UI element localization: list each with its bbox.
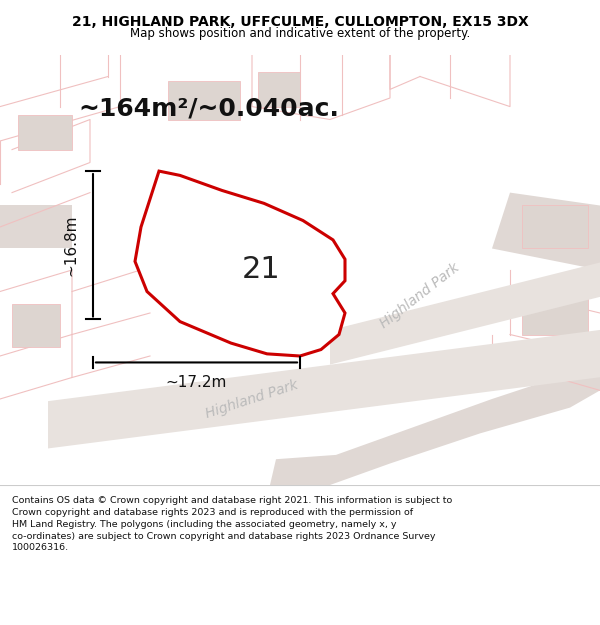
Text: ~164m²/~0.040ac.: ~164m²/~0.040ac.	[78, 97, 339, 121]
Polygon shape	[270, 364, 600, 485]
Polygon shape	[12, 304, 60, 348]
Polygon shape	[492, 192, 600, 270]
Text: ~17.2m: ~17.2m	[166, 376, 227, 391]
Polygon shape	[522, 291, 588, 334]
Text: Highland Park: Highland Park	[377, 261, 463, 331]
Text: 21: 21	[242, 256, 280, 284]
Polygon shape	[0, 206, 72, 249]
Text: ~16.8m: ~16.8m	[63, 214, 78, 276]
Polygon shape	[330, 262, 600, 364]
Text: 21, HIGHLAND PARK, UFFCULME, CULLOMPTON, EX15 3DX: 21, HIGHLAND PARK, UFFCULME, CULLOMPTON,…	[71, 16, 529, 29]
Polygon shape	[168, 81, 240, 119]
Polygon shape	[258, 72, 300, 107]
Polygon shape	[48, 330, 600, 449]
Text: Contains OS data © Crown copyright and database right 2021. This information is : Contains OS data © Crown copyright and d…	[12, 496, 452, 552]
Text: Highland Park: Highland Park	[204, 378, 300, 421]
Polygon shape	[192, 214, 321, 311]
Text: Map shows position and indicative extent of the property.: Map shows position and indicative extent…	[130, 27, 470, 39]
Polygon shape	[18, 115, 72, 149]
Polygon shape	[135, 171, 345, 356]
Polygon shape	[522, 206, 588, 249]
Text: Contains OS data © Crown copyright and database right 2021. This information is : Contains OS data © Crown copyright and d…	[0, 624, 1, 625]
